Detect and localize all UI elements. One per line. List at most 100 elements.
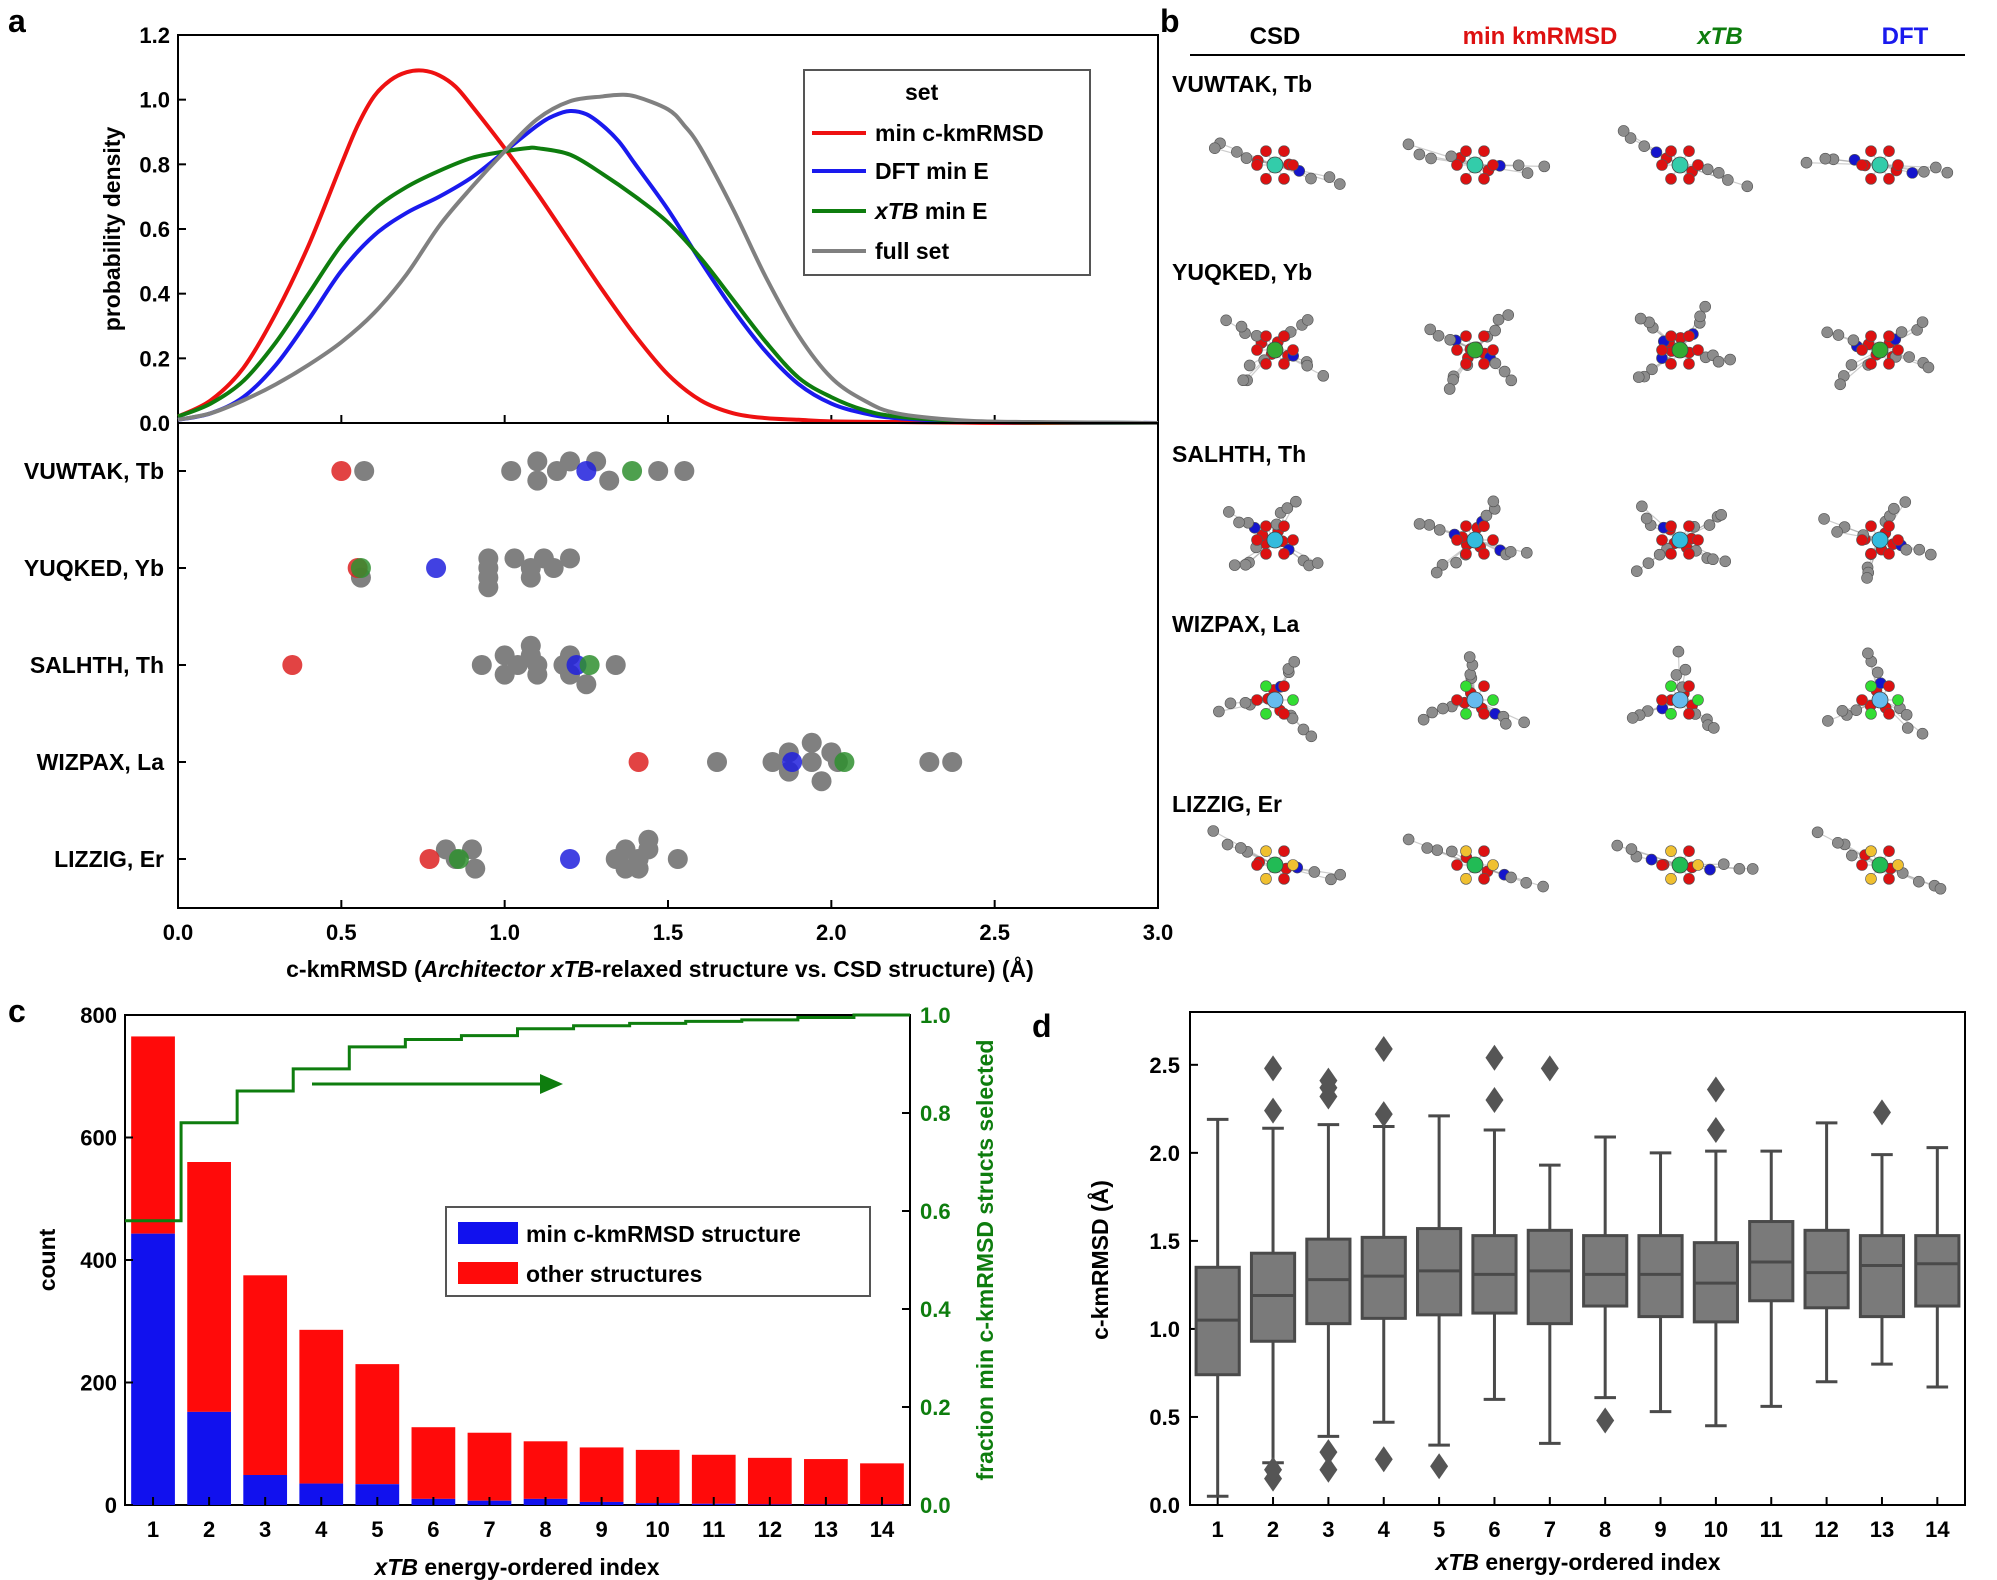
count-x-tick-label: 11: [702, 1517, 725, 1542]
box-x-tick-label: 6: [1488, 1517, 1500, 1542]
atom: [1450, 556, 1462, 569]
atom: [1260, 520, 1272, 532]
atom: [1892, 859, 1904, 871]
atom: [1437, 702, 1449, 715]
atom: [1925, 548, 1937, 561]
atom: [1746, 863, 1759, 875]
atom: [1287, 694, 1299, 706]
legend-label-dft: DFT min E: [875, 158, 989, 184]
strip-point-gray: [478, 577, 499, 598]
atom: [1432, 329, 1445, 342]
atom: [1451, 534, 1463, 546]
atom: [1707, 553, 1719, 566]
count-x-tick-label: 2: [203, 1517, 215, 1542]
box-x-tick-label: 10: [1704, 1517, 1728, 1542]
bond: [1225, 319, 1276, 351]
atom: [1724, 353, 1736, 366]
strip-point-gray: [520, 567, 541, 588]
box-x-ticks: 1 2 3 4 5 6 7 8 9 10 11 12 13 14: [1212, 1497, 1950, 1542]
atom: [1717, 858, 1730, 870]
strip-row-labels: VUWTAK, Tb YUQKED, Yb SALHTH, Th WIZPAX, La…: [24, 458, 186, 872]
bar-other: [579, 1447, 624, 1502]
atom: [1856, 694, 1868, 706]
box-x-tick-label: 12: [1814, 1517, 1838, 1542]
molecule-sketch: [1402, 138, 1551, 185]
atom: [1287, 859, 1299, 871]
atom: [1278, 358, 1290, 370]
molecule-sketch: [1417, 651, 1530, 730]
structures-column-header: min kmRMSD: [1463, 23, 1618, 50]
atom: [1251, 159, 1263, 171]
strip-x-label-part3: -relaxed structure vs. CSD structure) (Å…: [594, 955, 1034, 982]
atom: [1862, 647, 1874, 660]
atom: [1492, 313, 1505, 326]
atom: [1638, 140, 1651, 152]
atom: [1822, 715, 1834, 727]
density-line-xtb-min-e: [177, 145, 1159, 425]
strip-x-ticks: 0.0 0.5 1.0 1.5 2.0 2.5 3.0: [163, 900, 1173, 945]
box-body: [1305, 1237, 1352, 1326]
count-y-tick-label: 800: [80, 1003, 117, 1028]
strip-point-blue: [426, 558, 447, 578]
box-y-label: c-kmRMSD (Å): [1086, 1180, 1113, 1340]
box-x-tick-label: 11: [1760, 1517, 1783, 1542]
atom: [1645, 853, 1658, 866]
strip-point-gray: [527, 664, 548, 685]
box-y-tick-label: 2.0: [1149, 1141, 1180, 1166]
fraction-step-line: [125, 1013, 910, 1223]
atom: [1417, 713, 1430, 726]
strip-point-red: [419, 849, 440, 869]
metal-atom: [1466, 531, 1484, 549]
strip-point-gray: [465, 858, 486, 879]
box-flier: [1485, 1087, 1504, 1114]
legend-label-other: other structures: [526, 1261, 702, 1287]
box-flier: [1540, 1055, 1559, 1082]
box-x-tick-label: 13: [1870, 1517, 1894, 1542]
atom: [1656, 694, 1668, 706]
atom: [1278, 330, 1290, 342]
atom: [1502, 309, 1515, 321]
atom: [1883, 520, 1895, 532]
atom: [1611, 839, 1624, 852]
atom: [1297, 723, 1310, 736]
atom: [1941, 166, 1954, 179]
atom: [1800, 156, 1813, 169]
atom: [1251, 859, 1263, 871]
density-y-label: probability density: [99, 127, 125, 332]
atom: [1478, 358, 1490, 370]
atom: [1617, 125, 1630, 137]
box-body: [1858, 1234, 1906, 1319]
density-y-tick-label: 0.0: [139, 411, 170, 436]
fraction-arrow-head: [540, 1074, 563, 1094]
atom: [1290, 495, 1302, 508]
atom: [1656, 859, 1668, 871]
strip-point-green: [834, 752, 855, 772]
count-x-tick-label: 6: [427, 1517, 439, 1542]
bar-other: [691, 1454, 736, 1504]
atom: [1646, 363, 1658, 376]
atom: [1311, 557, 1324, 569]
atom: [1918, 166, 1930, 178]
atom: [1883, 358, 1895, 370]
atom: [1305, 172, 1317, 185]
atom: [1287, 344, 1299, 356]
count-y-tick-label: 400: [80, 1248, 117, 1273]
atom: [1865, 520, 1877, 532]
atom: [1895, 326, 1908, 338]
box-y-tick-label: 0.0: [1149, 1493, 1180, 1518]
atom: [1712, 355, 1725, 368]
bar-min-structure: [131, 1233, 175, 1505]
atom: [1665, 358, 1677, 370]
atom: [1451, 694, 1463, 706]
atom: [1722, 174, 1734, 186]
atom: [1260, 173, 1272, 185]
atom: [1460, 708, 1472, 720]
atom: [1831, 526, 1843, 538]
atom: [1888, 502, 1900, 515]
metal-atom: [1466, 856, 1484, 874]
atom: [1240, 152, 1253, 164]
atom: [1278, 708, 1290, 720]
molecule-sketch: [1611, 839, 1759, 885]
atom: [1260, 680, 1272, 692]
